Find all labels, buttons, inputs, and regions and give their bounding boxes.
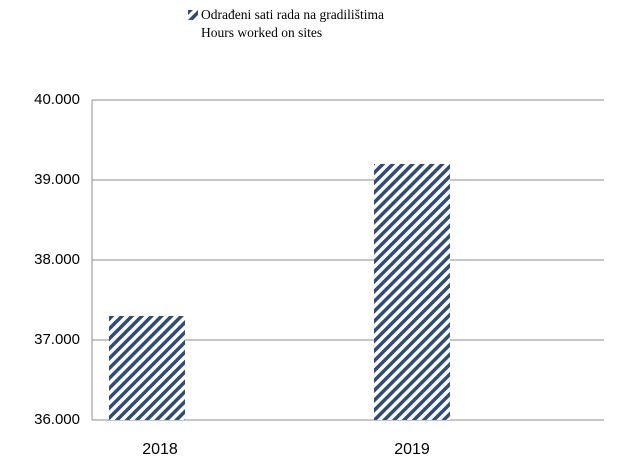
y-tick-label: 36.000 xyxy=(34,411,80,428)
bar xyxy=(374,164,450,420)
bar xyxy=(109,316,185,420)
x-tick-label: 2019 xyxy=(394,441,430,458)
legend-label: Odrađeni sati rada na gradilištima Hours… xyxy=(201,7,384,40)
y-tick-label: 39.000 xyxy=(34,171,80,188)
x-tick-label: 2018 xyxy=(142,441,178,458)
y-tick-label: 40.000 xyxy=(34,91,80,108)
y-tick-label: 37.000 xyxy=(34,331,80,348)
legend-swatch xyxy=(188,10,198,20)
legend: Odrađeni sati rada na gradilištima Hours… xyxy=(188,6,384,42)
y-tick-label: 38.000 xyxy=(34,251,80,268)
